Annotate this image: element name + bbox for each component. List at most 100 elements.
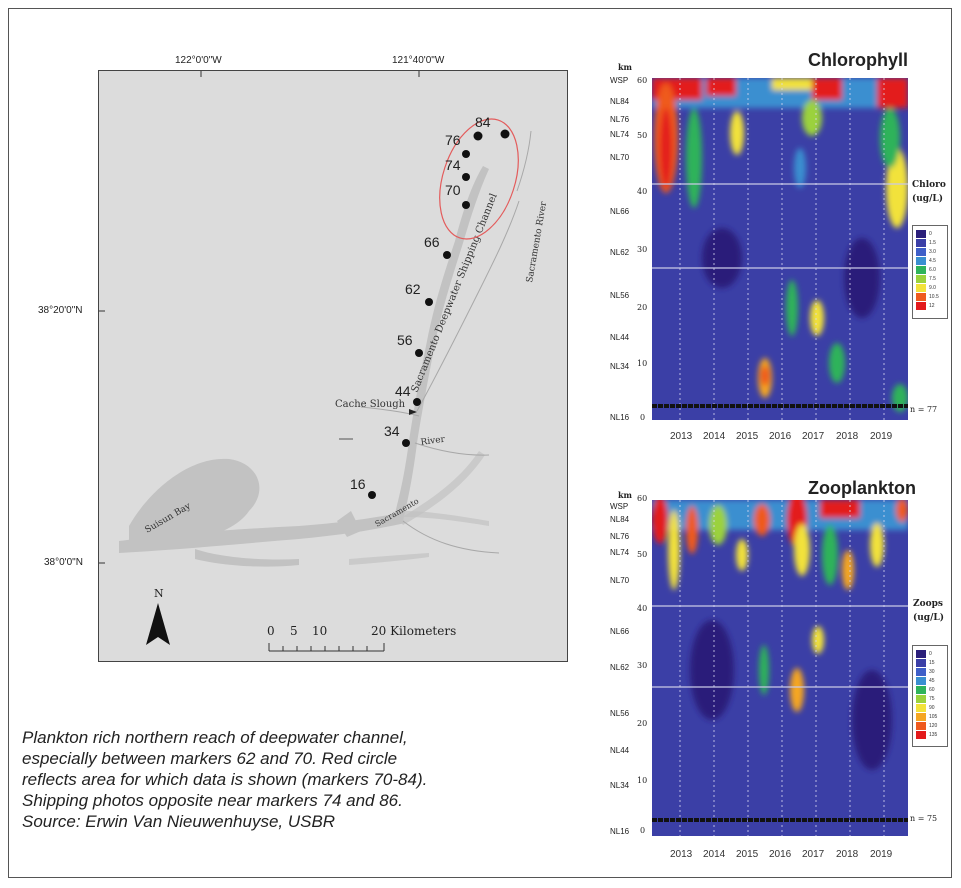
- chl-year: 2017: [802, 431, 825, 442]
- chl-swatch: [916, 302, 926, 310]
- zoo-legend-value: 0: [929, 651, 932, 657]
- chl-year: 2019: [870, 431, 893, 442]
- marker-44: [413, 398, 421, 406]
- chl-swatch: [916, 293, 926, 301]
- chl-station-nl70: NL70: [610, 153, 630, 162]
- chl-swatch: [916, 275, 926, 283]
- zoo-station-nl66: NL66: [610, 627, 630, 636]
- chl-station-nl16: NL16: [610, 413, 630, 422]
- marker-66: [443, 251, 451, 259]
- caption-line: reflects area for which data is shown (m…: [22, 770, 428, 789]
- zoo-year: 2017: [802, 849, 825, 860]
- chl-legend: 0 1.5 3.0 4.5 6.0 7.5 9.0 10.5 12: [912, 225, 948, 319]
- marker-56: [415, 349, 423, 357]
- scale-0: 0: [267, 624, 275, 638]
- caption-line: Plankton rich northern reach of deepwate…: [22, 728, 408, 747]
- chl-legend-value: 0: [929, 231, 932, 237]
- marker-label-84: 84: [475, 114, 491, 130]
- chl-station-nl76: NL76: [610, 115, 630, 124]
- chl-station-nl66: NL66: [610, 207, 630, 216]
- marker-label-16: 16: [350, 476, 366, 492]
- chl-year: 2015: [736, 431, 759, 442]
- zoo-station-nl76: NL76: [610, 532, 630, 541]
- chl-legend-title-line: (ug/L): [912, 194, 943, 204]
- channel-label: Sacramento Deepwater Shipping Channel: [410, 192, 500, 394]
- chl-station-nl62: NL62: [610, 248, 630, 257]
- chl-ytick: 50: [637, 131, 648, 140]
- chl-year: 2014: [703, 431, 726, 442]
- zoo-swatch: [916, 731, 926, 739]
- lon-label-121-40: 121°40'0"W: [392, 55, 445, 66]
- chl-ytick: 0: [640, 413, 646, 422]
- cache-slough-label: Cache Slough: [335, 399, 406, 410]
- chl-station-wsp: WSP: [610, 76, 629, 85]
- chl-station-nl84: NL84: [610, 97, 630, 106]
- zoo-swatch: [916, 704, 926, 712]
- zoo-swatch: [916, 659, 926, 667]
- chl-year: 2013: [670, 431, 693, 442]
- figure-frame: [8, 8, 952, 878]
- caption-line: Shipping photos opposite near markers 74…: [22, 791, 403, 810]
- marker-label-66: 66: [424, 234, 440, 250]
- zoo-legend-value: 30: [929, 669, 935, 675]
- zoo-station-nl74: NL74: [610, 548, 630, 557]
- chl-year: 2016: [769, 431, 792, 442]
- north-arrow-icon: [146, 603, 170, 645]
- chl-ytick: 30: [637, 245, 648, 254]
- zoo-station-nl84: NL84: [610, 515, 630, 524]
- zoo-swatch: [916, 695, 926, 703]
- marker-label-56: 56: [397, 332, 413, 348]
- zoo-swatch: [916, 686, 926, 694]
- chl-legend-value: 4.5: [929, 258, 936, 264]
- chl-legend-value: 3.0: [929, 249, 936, 255]
- zoo-legend-value: 60: [929, 687, 935, 693]
- chl-legend-value: 10.5: [929, 294, 939, 300]
- marker-label-34: 34: [384, 423, 400, 439]
- lat-label-38-20: 38°20'0"N: [38, 305, 83, 316]
- marker-76: [462, 150, 470, 158]
- marker-62: [425, 298, 433, 306]
- zoo-year: 2016: [769, 849, 792, 860]
- chl-year: 2018: [836, 431, 859, 442]
- zoo-ytick: 10: [637, 776, 648, 785]
- minor-rivers: [360, 130, 532, 554]
- zoo-swatch: [916, 722, 926, 730]
- zoo-year: 2013: [670, 849, 693, 860]
- chl-legend-value: 12: [929, 303, 935, 309]
- caption-line: Source: Erwin Van Nieuwenhuyse, USBR: [22, 812, 336, 831]
- study-area-circle: [439, 118, 519, 240]
- chl-n-label: n = 77: [910, 405, 938, 414]
- zoo-ytick: 50: [637, 550, 648, 559]
- waterways: [119, 166, 489, 567]
- chl-swatch: [916, 248, 926, 256]
- map-drawing: Cache Slough River Suisun Bay Sacramento…: [99, 71, 549, 652]
- marker-label-44: 44: [395, 383, 411, 399]
- chl-swatch: [916, 230, 926, 238]
- chl-station-nl44: NL44: [610, 333, 630, 342]
- zoo-legend-value: 135: [929, 732, 938, 738]
- chl-swatch: [916, 266, 926, 274]
- chl-station-nl34: NL34: [610, 362, 630, 371]
- chl-legend-value: 6.0: [929, 267, 936, 273]
- river-label: River: [420, 435, 446, 448]
- marker-points: [368, 129, 510, 499]
- marker-74: [462, 173, 470, 181]
- chl-swatch: [916, 257, 926, 265]
- marker-34: [402, 439, 410, 447]
- zoo-unit: km: [618, 490, 633, 500]
- zoo-station-nl44: NL44: [610, 746, 630, 755]
- zoo-swatch: [916, 650, 926, 658]
- chl-legend-title: Chloro (ug/L): [912, 178, 946, 206]
- chl-swatch: [916, 239, 926, 247]
- zoo-station-nl62: NL62: [610, 663, 630, 672]
- marker-84b: [500, 129, 510, 139]
- lat-label-38-00: 38°0'0"N: [44, 557, 83, 568]
- zoo-ytick: 30: [637, 661, 648, 670]
- chl-legend-value: 1.5: [929, 240, 936, 246]
- zoo-station-wsp: WSP: [610, 502, 629, 511]
- zoo-legend-title-line: Zoops: [913, 599, 943, 609]
- chl-station-nl74: NL74: [610, 130, 630, 139]
- scale-5: 5: [290, 624, 298, 638]
- north-label: N: [154, 587, 164, 600]
- marker-label-74: 74: [445, 157, 461, 173]
